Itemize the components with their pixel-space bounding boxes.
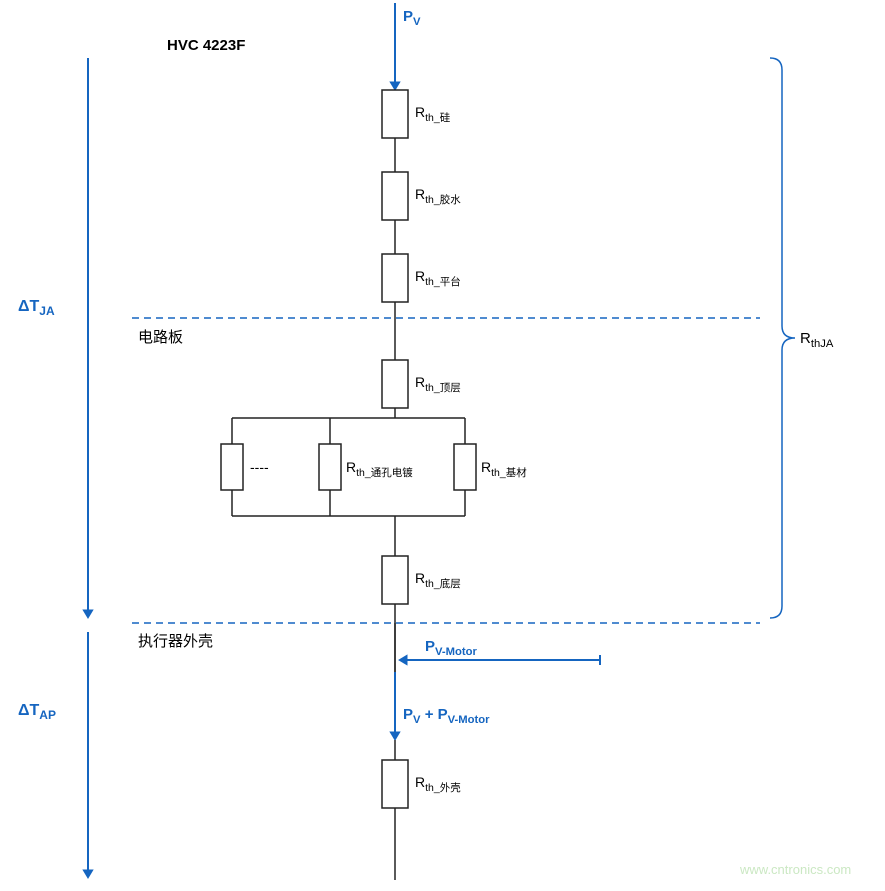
- r-paddle-label: Rth_平台: [415, 268, 461, 289]
- thermal-diagram: PV HVC 4223F Rth_硅 Rth_胶水 Rth_平台 电路板 Rth…: [0, 0, 885, 886]
- rth-ja-label: RthJA: [800, 330, 833, 350]
- section-board-label: 电路板: [138, 326, 183, 347]
- title: HVC 4223F: [167, 37, 245, 54]
- pv-sum-label: PV + PV-Motor: [403, 706, 490, 726]
- pv-motor-label: PV-Motor: [425, 638, 477, 658]
- r-glue-label: Rth_胶水: [415, 186, 461, 207]
- diagram-svg: [0, 0, 885, 886]
- section-case-label: 执行器外壳: [138, 630, 213, 651]
- delta-t-ap-label: ΔTAP: [18, 702, 56, 722]
- watermark: www.cntronics.com: [740, 862, 851, 877]
- r-silicon-label: Rth_硅: [415, 104, 450, 125]
- r-toplayer-label: Rth_顶层: [415, 374, 461, 395]
- r-substrate-label: Rth_基材: [481, 459, 527, 480]
- r-bottomlayer-label: Rth_底层: [415, 570, 461, 591]
- delta-t-ja-label: ΔTJA: [18, 298, 55, 318]
- r-via-plating-label: Rth_通孔电镀: [346, 459, 413, 480]
- parallel-ellipsis: ----: [250, 459, 269, 475]
- r-case-label: Rth_外壳: [415, 774, 461, 795]
- pv-label: PV: [403, 8, 421, 28]
